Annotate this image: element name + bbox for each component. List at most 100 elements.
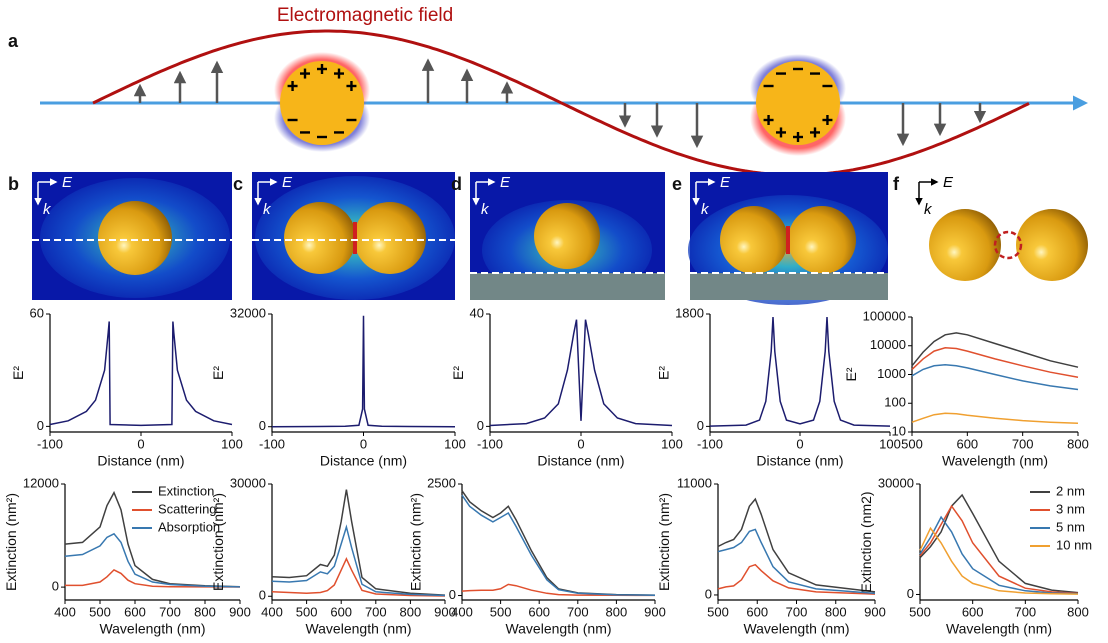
series-line (912, 365, 1078, 390)
x-tick-label: 900 (864, 604, 886, 619)
x-tick-label: 500 (89, 604, 111, 619)
x-tick-label: 800 (400, 604, 422, 619)
y-tick-label: 1000 (877, 366, 906, 381)
x-tick-label: 700 (159, 604, 181, 619)
y-tick-label: 32000 (230, 305, 266, 320)
field-map-d (470, 172, 665, 300)
x-tick-label: 0 (137, 436, 144, 451)
chart: -1000100040Distance (nm)E² (450, 305, 683, 468)
geometry-f (929, 209, 1088, 281)
chart: 500600700800900011000Wavelength (nm)Exti… (656, 475, 886, 636)
y-tick-label: 1800 (675, 305, 704, 320)
e-label: E (720, 174, 731, 191)
y-tick-label: 10000 (870, 337, 906, 352)
x-tick-label: 400 (54, 604, 76, 619)
y-tick-label: 30000 (878, 475, 914, 490)
y-tick-label: 0 (449, 587, 456, 602)
x-tick-label: 0 (577, 436, 584, 451)
legend-label: 3 nm (1056, 501, 1085, 516)
x-tick-label: 0 (796, 436, 803, 451)
x-tick-label: 100 (879, 436, 901, 451)
x-tick-label: 600 (962, 604, 984, 619)
x-tick-label: 600 (124, 604, 146, 619)
y-tick-label: 40 (470, 305, 484, 320)
x-tick-label: 800 (606, 604, 628, 619)
y-tick-label: 0 (259, 418, 266, 433)
series-line (710, 317, 890, 426)
x-tick-label: 500 (707, 604, 729, 619)
series-line (912, 348, 1078, 378)
x-tick-label: 0 (360, 436, 367, 451)
series-line (920, 506, 1078, 593)
x-tick-label: 700 (1012, 436, 1034, 451)
x-tick-label: 700 (365, 604, 387, 619)
figure: a Electromagnetic field (0, 0, 1108, 643)
x-tick-label: 800 (194, 604, 216, 619)
x-tick-label: 100 (444, 436, 466, 451)
y-tick-label: 0 (697, 418, 704, 433)
y-axis-label: E² (843, 367, 859, 381)
e-label: E (282, 174, 293, 191)
x-tick-label: 700 (567, 604, 589, 619)
x-tick-label: 600 (330, 604, 352, 619)
panel-label: d (451, 174, 462, 194)
field-map-c (252, 172, 455, 300)
y-axis-label: E² (450, 366, 466, 380)
x-tick-label: -100 (259, 436, 285, 451)
x-axis-label: Wavelength (nm) (99, 621, 205, 637)
series-line (920, 495, 1078, 593)
x-tick-label: 600 (956, 436, 978, 451)
x-tick-label: 500 (490, 604, 512, 619)
x-tick-label: 800 (1067, 604, 1089, 619)
series-line (50, 322, 232, 426)
y-tick-label: 30000 (230, 475, 266, 490)
series-line (912, 413, 1078, 423)
y-tick-label: 0 (705, 586, 712, 601)
x-tick-label: 700 (786, 604, 808, 619)
x-axis-label: Distance (nm) (537, 453, 624, 469)
panel-label: a (8, 31, 19, 51)
x-tick-label: -100 (697, 436, 723, 451)
series-line (490, 320, 672, 426)
x-tick-label: 500 (296, 604, 318, 619)
series-line (272, 316, 455, 427)
legend-label: 2 nm (1056, 483, 1085, 498)
y-tick-label: 2500 (427, 475, 456, 490)
field-title: Electromagnetic field (277, 5, 453, 26)
charts: -1000100060Distance (nm)E²-1000100032000… (3, 305, 1092, 636)
x-tick-label: 800 (825, 604, 847, 619)
y-tick-label: 0 (907, 586, 914, 601)
legend-label: Extinction (158, 483, 214, 498)
y-tick-label: 11000 (677, 475, 712, 490)
y-tick-label: 12000 (23, 475, 59, 490)
series-line (718, 499, 875, 592)
x-tick-label: 400 (261, 604, 283, 619)
x-axis-label: Distance (nm) (97, 453, 184, 469)
x-tick-label: 600 (528, 604, 550, 619)
x-tick-label: -100 (37, 436, 63, 451)
y-axis-label: E² (656, 366, 672, 380)
panel-label: b (8, 174, 19, 194)
y-tick-label: 0 (52, 579, 59, 594)
y-tick-label: 100000 (863, 308, 906, 323)
y-axis-label: Extinction (nm²) (408, 493, 424, 591)
x-axis-label: Wavelength (nm) (505, 621, 611, 637)
x-tick-label: 500 (901, 436, 923, 451)
e-label: E (500, 174, 511, 191)
y-axis-label: E² (10, 366, 26, 380)
x-axis-label: Wavelength (nm) (946, 621, 1052, 637)
legend-label: 10 nm (1056, 537, 1092, 552)
panel-label: c (233, 174, 243, 194)
x-tick-label: 800 (1067, 436, 1089, 451)
y-axis-label: Extinction (nm²) (210, 493, 226, 591)
field-map-e (688, 172, 888, 305)
y-axis-label: Extinction (nm²) (656, 493, 672, 591)
series-line (718, 529, 875, 593)
y-tick-label: 0 (477, 418, 484, 433)
field-map-b (32, 172, 232, 300)
y-tick-label: 0 (259, 588, 266, 603)
